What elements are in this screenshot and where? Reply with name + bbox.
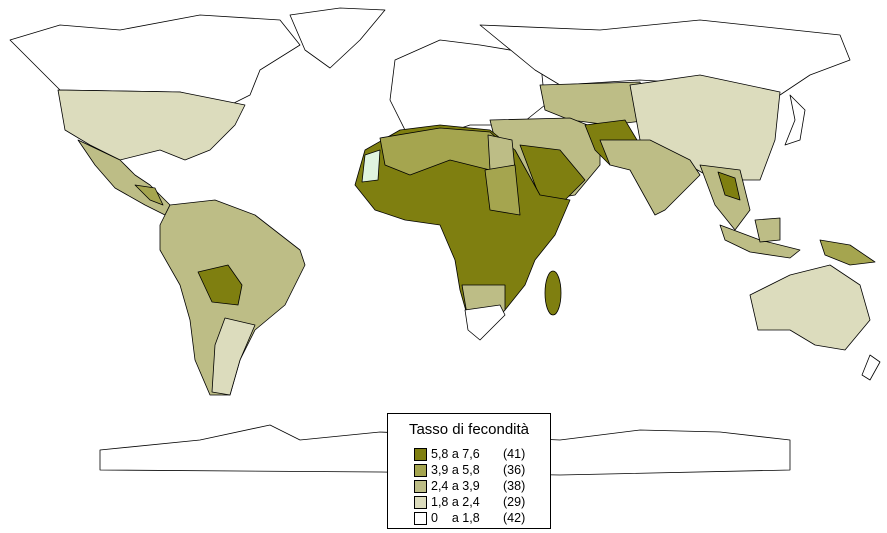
legend-swatch xyxy=(414,447,427,461)
legend-item: 3,9 a 5,8 (36) xyxy=(414,462,550,478)
legend-swatch xyxy=(414,479,427,493)
legend-range: 2,4 a 3,9 xyxy=(431,479,480,493)
se-asia xyxy=(699,164,751,231)
w-sahara xyxy=(361,149,381,183)
legend-range: 1,8 a 2,4 xyxy=(431,495,480,509)
usa xyxy=(57,89,246,161)
legend-swatch xyxy=(414,511,427,525)
south-africa xyxy=(464,304,506,341)
legend-item: 0 a 1,8 (42) xyxy=(414,510,550,526)
australia xyxy=(749,264,871,351)
legend-count: (36) xyxy=(503,463,526,477)
borneo xyxy=(754,217,781,243)
japan xyxy=(784,94,806,146)
laos xyxy=(717,171,741,201)
legend-count: (29) xyxy=(503,495,526,509)
legend-count: (41) xyxy=(503,447,526,461)
egypt xyxy=(487,134,516,171)
russia xyxy=(479,19,851,96)
legend-range: 5,8 a 7,6 xyxy=(431,447,480,461)
legend-count: (38) xyxy=(503,479,526,493)
legend-range: 0 a 1,8 xyxy=(431,511,480,525)
legend-item: 1,8 a 2,4 (29) xyxy=(414,494,550,510)
central-america xyxy=(134,184,164,206)
new-zealand xyxy=(861,354,881,381)
greenland xyxy=(289,7,386,69)
legend-swatch xyxy=(414,463,427,477)
legend-items: 5,8 a 7,6 (41) 3,9 a 5,8 (36) 2,4 a 3,9 (38) 1… xyxy=(414,446,550,526)
bolivia xyxy=(197,264,243,306)
madagascar xyxy=(544,270,562,316)
india xyxy=(599,139,701,216)
papua xyxy=(819,239,876,266)
legend-range: 3,9 a 5,8 xyxy=(431,463,480,477)
legend-item: 5,8 a 7,6 (41) xyxy=(414,446,550,462)
legend: Tasso di fecondità 5,8 a 7,6 (41) 3,9 a 5,… xyxy=(387,413,551,529)
legend-title: Tasso di fecondità xyxy=(408,421,530,438)
sudan xyxy=(484,164,521,216)
southern-cone xyxy=(211,317,256,396)
legend-item: 2,4 a 3,9 (38) xyxy=(414,478,550,494)
legend-count: (42) xyxy=(503,511,526,525)
legend-swatch xyxy=(414,495,427,509)
